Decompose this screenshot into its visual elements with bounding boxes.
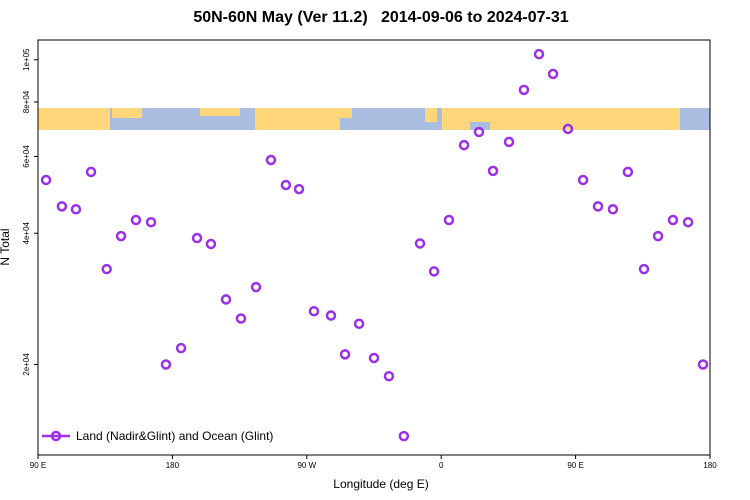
data-point	[607, 204, 619, 215]
data-point	[682, 216, 694, 228]
data-point	[398, 430, 410, 442]
data-point	[56, 201, 68, 212]
x-axis-label: Longitude (deg E)	[333, 477, 428, 491]
y-tick-label: 4e+04	[22, 221, 31, 244]
data-point	[518, 84, 530, 96]
data-point	[622, 166, 634, 178]
y-tick-label: 6e+04	[22, 145, 31, 168]
y-tick-label: 1e+05	[22, 48, 31, 71]
data-point	[547, 68, 559, 80]
x-tick-label: 180	[703, 461, 717, 470]
data-point	[458, 139, 470, 151]
data-point	[487, 165, 499, 177]
data-point	[115, 230, 127, 242]
data-point	[130, 214, 142, 226]
data-point	[160, 359, 172, 370]
data-point	[383, 370, 395, 382]
data-point	[443, 214, 455, 226]
legend-label: Land (Nadir&Glint) and Ocean (Glint)	[76, 429, 273, 443]
data-point	[280, 179, 292, 191]
data-point	[293, 183, 305, 195]
x-tick-label: 90 E	[30, 461, 46, 470]
data-point	[191, 232, 203, 244]
data-point	[353, 318, 365, 330]
data-point	[577, 174, 589, 186]
data-point	[145, 216, 157, 228]
y-tick-label: 8e+04	[22, 90, 31, 113]
data-point	[250, 281, 262, 293]
legend-marker	[50, 430, 62, 442]
data-point	[205, 238, 217, 250]
data-point	[175, 342, 187, 354]
data-point	[667, 214, 679, 226]
data-point	[562, 123, 574, 135]
data-point	[40, 174, 52, 186]
x-tick-label: 90 E	[567, 461, 583, 470]
data-point	[85, 166, 97, 178]
y-axis-label: N Total	[0, 228, 12, 265]
data-point	[308, 305, 320, 317]
data-point	[414, 238, 426, 249]
x-tick-label: 90 W	[297, 461, 316, 470]
data-point	[235, 313, 247, 324]
data-point	[533, 48, 545, 60]
data-point	[101, 263, 112, 275]
map-band	[38, 108, 710, 130]
x-tick-label: 0	[439, 461, 444, 470]
data-point	[325, 310, 337, 321]
data-point	[265, 154, 277, 166]
data-point	[503, 136, 515, 148]
plot-frame	[37, 39, 711, 456]
x-tick-label: 180	[166, 461, 180, 470]
data-point	[339, 349, 351, 360]
data-point	[220, 294, 232, 305]
data-point	[652, 230, 664, 242]
data-point	[697, 359, 709, 370]
data-point	[592, 201, 604, 212]
data-point	[368, 352, 380, 364]
data-point	[70, 204, 82, 215]
data-point	[473, 126, 485, 138]
data-point	[428, 266, 440, 277]
chart-title: 50N-60N May (Ver 11.2) 2014-09-06 to 202…	[193, 9, 568, 26]
y-tick-label: 2e+04	[22, 353, 31, 376]
data-point	[638, 263, 650, 275]
